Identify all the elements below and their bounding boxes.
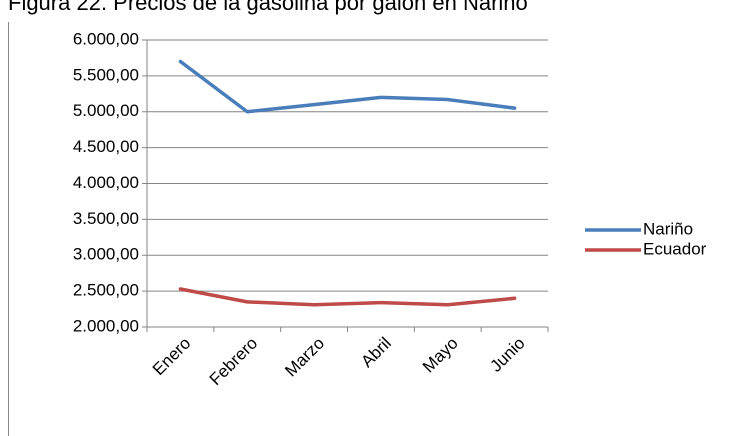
series-line	[178, 287, 517, 307]
y-tick-label: 5.000,00	[73, 101, 139, 120]
x-tick-label: Abril	[357, 334, 394, 371]
y-tick-label: 5.500,00	[73, 65, 139, 84]
chart-title: Figura 22. Precios de la gasolina por ga…	[8, 0, 528, 15]
y-tick-label: 2.500,00	[73, 281, 139, 300]
x-tick-label: Mayo	[419, 334, 462, 377]
y-tick-label: 4.500,00	[73, 137, 139, 156]
x-tick-label: Marzo	[281, 334, 328, 381]
legend-label: Nariño	[643, 219, 693, 238]
series-line	[178, 59, 517, 114]
x-tick-label: Junio	[486, 334, 528, 376]
y-tick-label: 3.500,00	[73, 209, 139, 228]
y-tick-label: 3.000,00	[73, 245, 139, 264]
x-tick-label: Febrero	[206, 334, 262, 390]
y-tick-label: 4.000,00	[73, 173, 139, 192]
y-tick-label: 2.000,00	[73, 316, 139, 335]
y-tick-label: 6.000,00	[73, 29, 139, 48]
legend-label: Ecuador	[643, 239, 707, 258]
x-tick-label: Enero	[149, 334, 195, 380]
